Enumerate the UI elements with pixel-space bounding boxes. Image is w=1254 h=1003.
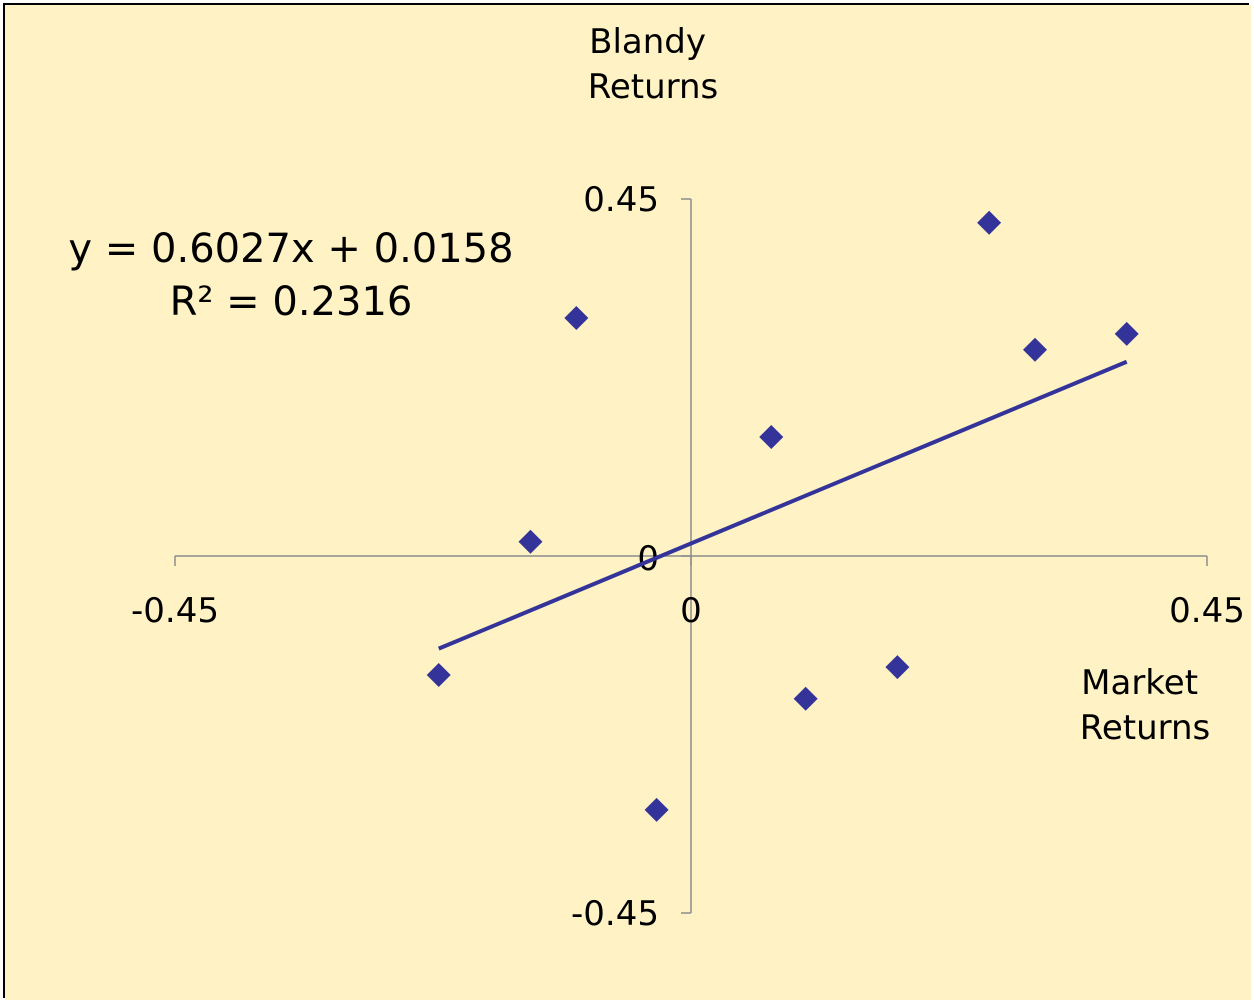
data-point: [1114, 321, 1139, 346]
data-point: [518, 529, 543, 554]
y-axis-title-line-1: Blandy: [589, 22, 706, 62]
trendline: [437, 359, 1128, 651]
x-tick-label: 0: [680, 591, 702, 631]
data-point: [1023, 337, 1047, 362]
x-axis-title-line-1: Market: [1081, 663, 1198, 703]
data-point: [885, 655, 910, 680]
trendline-r-squared: R² = 0.2316: [170, 279, 413, 325]
data-point: [644, 797, 669, 822]
x-axis-title-line-2: Returns: [1080, 708, 1211, 748]
y-tick-label: -0.45: [571, 894, 659, 934]
y-axis-title-line-2: Returns: [588, 67, 719, 107]
x-axis-title: Market Returns: [1080, 663, 1211, 748]
data-point: [426, 663, 451, 687]
chart-frame: -0.45 0 0.45 0.45 0 -0.45 Blandy Returns Mar…: [3, 3, 1251, 1000]
chart-background: [5, 5, 1251, 1000]
y-tick-group: 0.45 0 -0.45: [571, 180, 691, 934]
y-axis-title: Blandy Returns: [588, 22, 719, 107]
data-point: [564, 306, 589, 330]
chart-svg: -0.45 0 0.45 0.45 0 -0.45 Blandy Returns Mar…: [5, 5, 1251, 1000]
data-points-group: [426, 210, 1139, 822]
x-tick-label: 0.45: [1169, 591, 1245, 631]
y-tick-label: 0: [637, 539, 659, 579]
x-tick-group: -0.45 0 0.45: [131, 556, 1245, 631]
data-point: [759, 425, 784, 449]
data-point: [793, 686, 818, 711]
y-tick-label: 0.45: [583, 180, 659, 220]
x-tick-label: -0.45: [131, 591, 219, 631]
data-point: [977, 210, 1002, 235]
trendline-equation: y = 0.6027x + 0.0158: [68, 226, 513, 272]
